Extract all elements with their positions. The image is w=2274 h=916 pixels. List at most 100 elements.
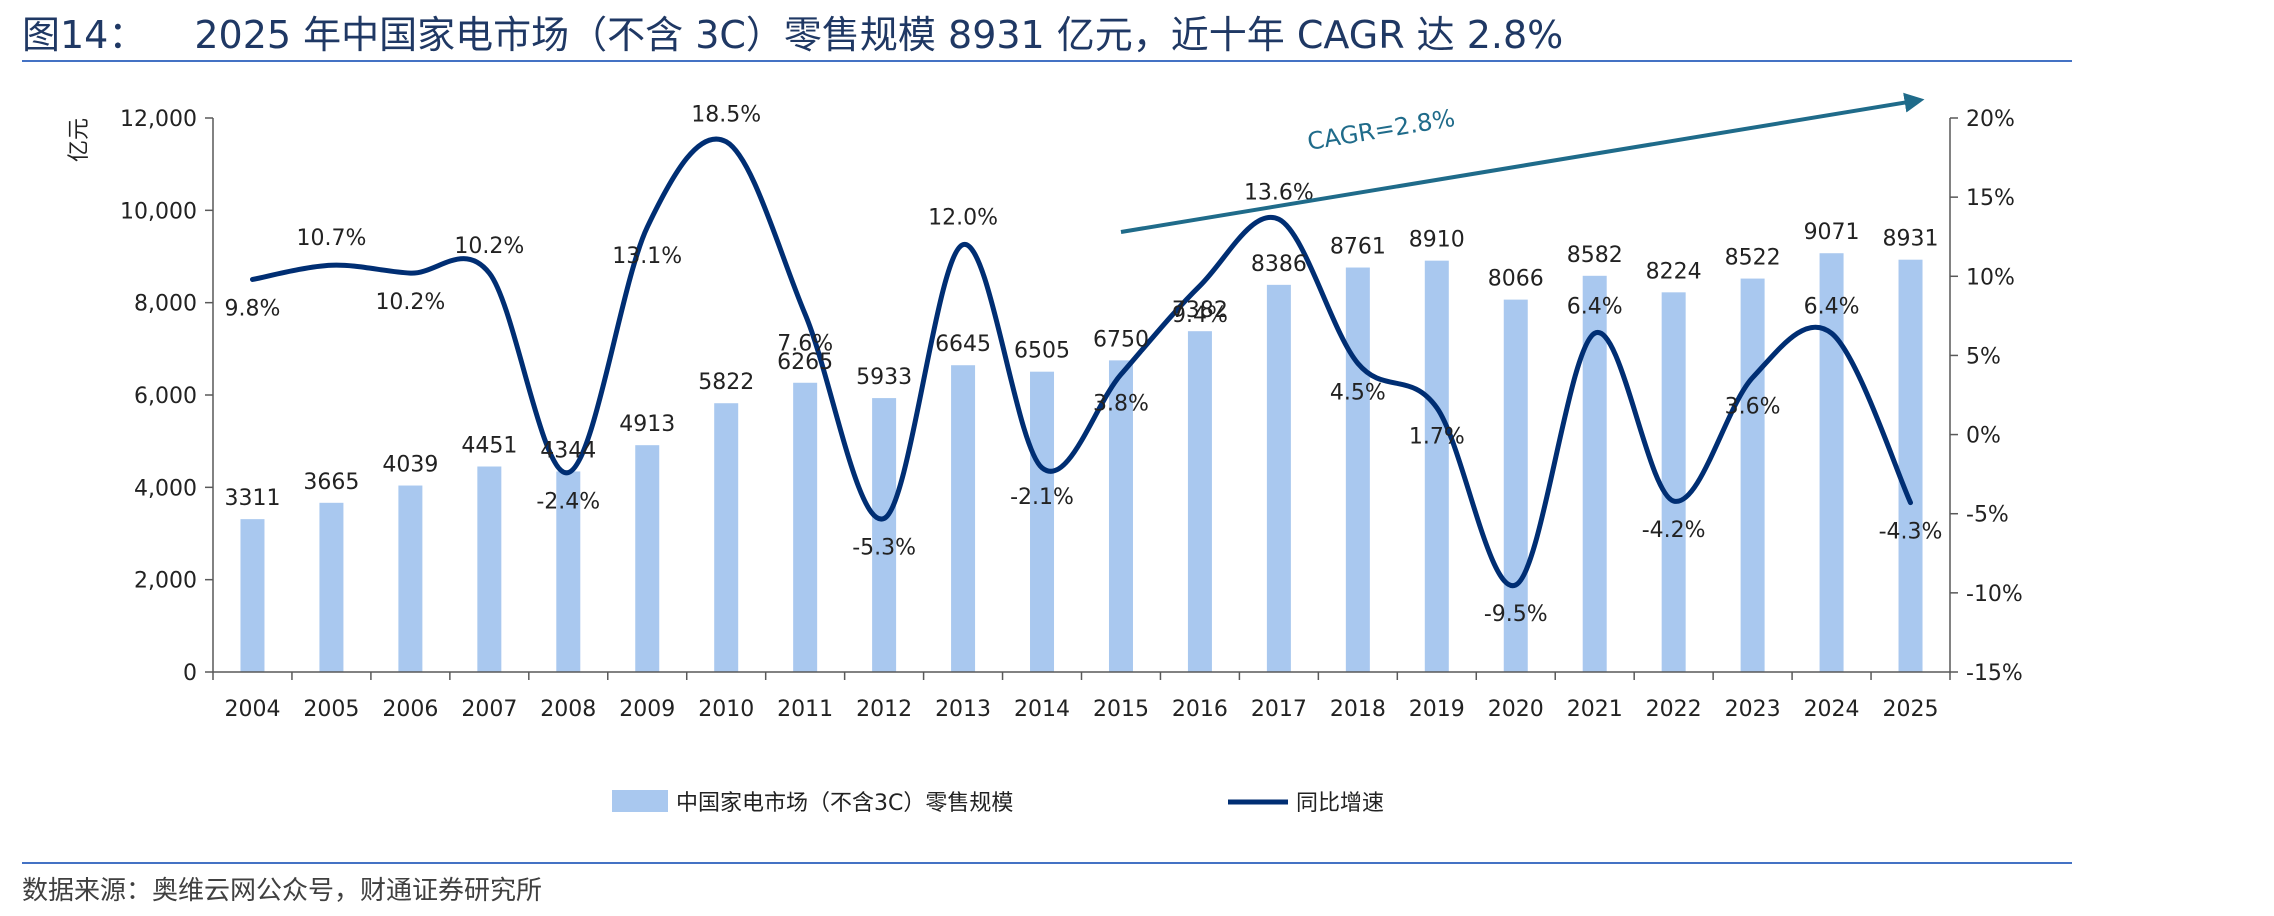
bar-value-label: 6750 xyxy=(1093,327,1149,352)
x-tick-label: 2014 xyxy=(1014,697,1070,722)
x-tick-label: 2007 xyxy=(461,697,517,722)
bar-value-label: 8386 xyxy=(1251,252,1307,277)
right-tick-label: 10% xyxy=(1966,265,2015,290)
growth-value-label: 3.6% xyxy=(1725,395,1781,420)
growth-value-label: 6.4% xyxy=(1804,294,1860,319)
x-tick-label: 2020 xyxy=(1488,697,1544,722)
bar-2010 xyxy=(714,403,739,672)
chart: 0 2,000 4,000 6,000 8,000 10,000 12,000 -15% -10… xyxy=(67,92,2023,816)
growth-value-label: 7.6% xyxy=(777,331,833,356)
left-tick-label: 2,000 xyxy=(134,569,197,594)
bar-2014 xyxy=(1030,371,1055,672)
bar-2017 xyxy=(1266,284,1291,672)
growth-value-label: 1.7% xyxy=(1409,425,1465,450)
growth-value-label: -2.1% xyxy=(1010,485,1074,510)
growth-value-label: 10.2% xyxy=(454,234,524,259)
figure-title: 图14： 2025 年中国家电市场（不含 3C）零售规模 8931 亿元，近十年 … xyxy=(22,4,1563,59)
bar-2019 xyxy=(1424,260,1449,672)
source-note: 数据来源：奥维云网公众号，财通证券研究所 xyxy=(22,876,543,906)
right-tick-label: -10% xyxy=(1966,582,2023,607)
bar-2023 xyxy=(1740,278,1765,672)
bar-value-label: 5933 xyxy=(856,365,912,390)
bar-value-label: 5822 xyxy=(698,370,754,395)
left-tick-label: 8,000 xyxy=(134,292,197,317)
x-tick-label: 2006 xyxy=(382,697,438,722)
right-tick-label: -15% xyxy=(1966,661,2023,686)
bar-2004 xyxy=(240,519,265,672)
x-tick-label: 2005 xyxy=(303,697,359,722)
left-tick-label: 10,000 xyxy=(120,199,197,224)
x-tick-label: 2017 xyxy=(1251,697,1307,722)
x-tick-label: 2004 xyxy=(224,697,280,722)
bar-value-label: 4344 xyxy=(540,438,596,463)
x-tick-label: 2008 xyxy=(540,697,596,722)
legend-bar-label: 中国家电市场（不含3C）零售规模 xyxy=(676,791,1013,816)
growth-value-label: 3.8% xyxy=(1093,391,1149,416)
growth-value-label: -4.2% xyxy=(1642,518,1706,543)
cagr-annotation: CAGR=2.8% xyxy=(1305,104,1457,156)
left-tick-label: 12,000 xyxy=(120,107,197,132)
bar-2016 xyxy=(1187,331,1212,672)
growth-rate-line xyxy=(249,136,1914,588)
x-tick-label: 2021 xyxy=(1567,697,1623,722)
right-tick-label: -5% xyxy=(1966,503,2009,528)
x-tick-label: 2018 xyxy=(1330,697,1386,722)
bar-2025 xyxy=(1898,259,1923,672)
bar-value-label: 4913 xyxy=(619,412,675,437)
legend-bar-swatch xyxy=(612,790,668,812)
y-axis-unit-label: 亿元 xyxy=(67,118,92,162)
growth-value-label: -9.5% xyxy=(1484,602,1548,627)
x-tick-label: 2023 xyxy=(1725,697,1781,722)
bar-2008 xyxy=(556,471,581,672)
bar-value-label: 3665 xyxy=(303,470,359,495)
growth-value-label: -2.4% xyxy=(536,490,600,515)
growth-value-label: 9.4% xyxy=(1172,303,1228,328)
bar-2024 xyxy=(1819,253,1844,672)
growth-value-label: 9.8% xyxy=(225,296,281,321)
bar-2015 xyxy=(1108,360,1133,672)
growth-value-label: 12.0% xyxy=(928,206,998,231)
growth-value-label: 10.2% xyxy=(375,290,445,315)
bar-value-label: 8582 xyxy=(1567,243,1623,268)
bar-value-label: 8066 xyxy=(1488,267,1544,292)
x-tick-label: 2016 xyxy=(1172,697,1228,722)
figure-number: 图14： xyxy=(22,13,147,57)
bar-value-label: 8910 xyxy=(1409,228,1465,253)
x-tick-label: 2024 xyxy=(1804,697,1860,722)
bar-value-label: 6505 xyxy=(1014,339,1070,364)
title-rule xyxy=(22,60,2072,62)
legend-line-label: 同比增速 xyxy=(1296,791,1384,816)
bar-2007 xyxy=(477,466,502,672)
growth-value-label: 13.1% xyxy=(612,244,682,269)
x-tick-label: 2012 xyxy=(856,697,912,722)
growth-value-label: -5.3% xyxy=(852,535,916,560)
x-tick-label: 2010 xyxy=(698,697,754,722)
x-tick-label: 2022 xyxy=(1646,697,1702,722)
left-tick-label: 0 xyxy=(183,661,197,686)
bar-value-label: 7382 xyxy=(1172,298,1228,323)
bar-value-label: 8522 xyxy=(1725,246,1781,271)
right-tick-label: 15% xyxy=(1966,186,2015,211)
right-tick-label: 0% xyxy=(1966,424,2001,449)
bar-value-label: 4451 xyxy=(461,434,517,459)
bar-2011 xyxy=(793,382,818,672)
cagr-arrow xyxy=(1120,92,1925,234)
x-tick-label: 2009 xyxy=(619,697,675,722)
bar-2018 xyxy=(1345,267,1370,672)
growth-value-label: -4.3% xyxy=(1879,520,1943,545)
right-tick-label: 20% xyxy=(1966,107,2015,132)
bar-2006 xyxy=(398,485,423,672)
growth-value-label: 18.5% xyxy=(691,103,761,128)
growth-value-label: 10.7% xyxy=(296,226,366,251)
bar-value-label: 6265 xyxy=(777,350,833,375)
bar-2020 xyxy=(1503,299,1528,672)
left-tick-label: 4,000 xyxy=(134,476,197,501)
bar-2009 xyxy=(635,445,660,672)
bar-value-label: 8761 xyxy=(1330,235,1386,260)
growth-value-label: 6.4% xyxy=(1567,294,1623,319)
bar-value-label: 4039 xyxy=(382,453,438,478)
growth-value-label: 4.5% xyxy=(1330,380,1386,405)
bar-2013 xyxy=(951,365,976,672)
bar-value-label: 9071 xyxy=(1804,220,1860,245)
figure-title-text: 2025 年中国家电市场（不含 3C）零售规模 8931 亿元，近十年 CAGR… xyxy=(194,13,1564,57)
